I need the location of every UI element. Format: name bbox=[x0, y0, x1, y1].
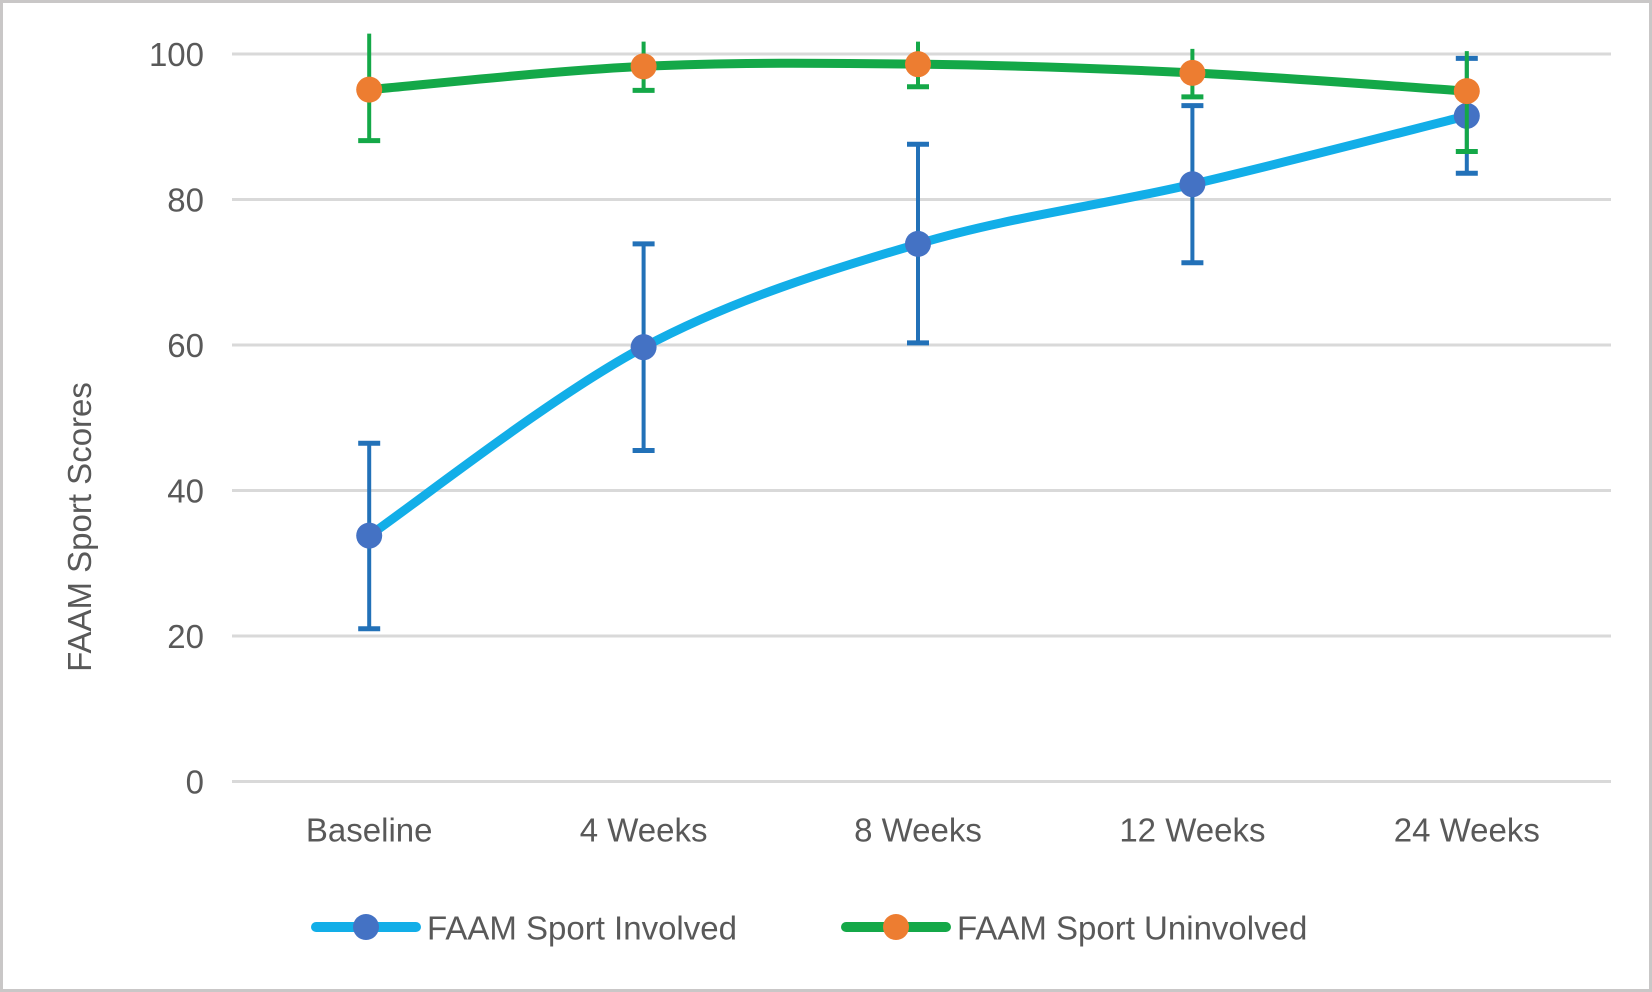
uninvolved-marker bbox=[630, 53, 657, 80]
involved-marker bbox=[1179, 171, 1206, 198]
y-tick-label: 0 bbox=[186, 764, 204, 801]
y-tick-label: 40 bbox=[167, 473, 204, 510]
involved-marker bbox=[905, 230, 931, 257]
x-category-label: 4 Weeks bbox=[580, 812, 708, 849]
y-tick-label: 60 bbox=[167, 327, 204, 364]
involved-marker bbox=[630, 334, 657, 361]
involved-marker bbox=[356, 522, 383, 549]
line-chart-svg: 0 20 40 60 80 100 Baseline 4 Weeks 8 Weeks 12 Wee… bbox=[61, 33, 1611, 947]
uninvolved-marker bbox=[1179, 59, 1206, 86]
legend-label: FAAM Sport Involved bbox=[427, 910, 737, 947]
uninvolved-marker bbox=[356, 76, 383, 103]
x-category-label: Baseline bbox=[306, 812, 433, 849]
legend-marker-swatch bbox=[353, 914, 379, 940]
y-tick-label: 100 bbox=[149, 36, 204, 73]
x-category-label: 8 Weeks bbox=[854, 812, 982, 849]
legend-marker-swatch bbox=[883, 914, 909, 940]
uninvolved-marker bbox=[1453, 78, 1480, 105]
y-tick-label: 20 bbox=[167, 618, 204, 655]
x-category-label: 12 Weeks bbox=[1119, 812, 1265, 849]
y-tick-label: 80 bbox=[167, 182, 204, 219]
x-category-label: 24 Weeks bbox=[1394, 812, 1540, 849]
legend-label: FAAM Sport Uninvolved bbox=[957, 910, 1307, 947]
uninvolved-marker bbox=[905, 51, 931, 78]
y-axis-title: FAAM Sport Scores bbox=[61, 382, 98, 672]
